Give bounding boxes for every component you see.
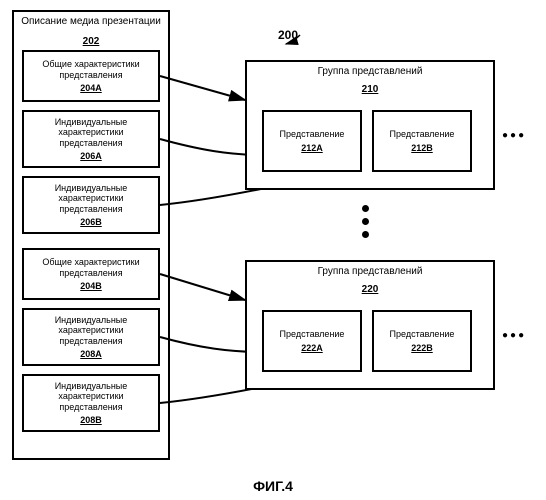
- characteristic-box: Индивидуальные характеристики представле…: [22, 110, 160, 168]
- group-title: Группа представлений: [247, 66, 493, 78]
- representation-ref: 222A: [301, 343, 323, 353]
- horizontal-ellipsis-icon: ●●●: [502, 130, 526, 141]
- characteristic-box: Общие характеристики представления 204B: [22, 248, 160, 300]
- figure-caption: ФИГ.4: [0, 478, 546, 494]
- group-title: Группа представлений: [247, 266, 493, 278]
- representation-box: Представление 222B: [372, 310, 472, 372]
- characteristic-label: Индивидуальные характеристики представле…: [27, 183, 155, 214]
- representation-ref: 212B: [411, 143, 433, 153]
- group-ref: 220: [247, 284, 493, 295]
- characteristic-box: Индивидуальные характеристики представле…: [22, 176, 160, 234]
- representation-label: Представление: [280, 129, 345, 139]
- characteristic-label: Индивидуальные характеристики представле…: [27, 381, 155, 412]
- characteristic-ref: 206B: [80, 217, 102, 227]
- characteristic-label: Индивидуальные характеристики представле…: [27, 315, 155, 346]
- characteristic-ref: 206A: [80, 151, 102, 161]
- vertical-ellipsis-icon: [362, 205, 369, 238]
- representation-ref: 222B: [411, 343, 433, 353]
- characteristic-ref: 204B: [80, 281, 102, 291]
- characteristic-ref: 204A: [80, 83, 102, 93]
- media-description-title: Описание медиа презентации: [14, 16, 168, 28]
- characteristic-label: Индивидуальные характеристики представле…: [27, 117, 155, 148]
- media-description-ref: 202: [14, 36, 168, 47]
- representation-ref: 212A: [301, 143, 323, 153]
- representation-box: Представление 222A: [262, 310, 362, 372]
- characteristic-label: Общие характеристики представления: [27, 59, 155, 80]
- representation-label: Представление: [390, 129, 455, 139]
- representation-box: Представление 212B: [372, 110, 472, 172]
- representation-label: Представление: [390, 329, 455, 339]
- group-ref: 210: [247, 84, 493, 95]
- characteristic-ref: 208A: [80, 349, 102, 359]
- characteristic-ref: 208B: [80, 415, 102, 425]
- representation-label: Представление: [280, 329, 345, 339]
- horizontal-ellipsis-icon: ●●●: [502, 330, 526, 341]
- representation-box: Представление 212A: [262, 110, 362, 172]
- characteristic-box: Индивидуальные характеристики представле…: [22, 374, 160, 432]
- characteristic-box: Общие характеристики представления 204A: [22, 50, 160, 102]
- figure-pointer-ref: 200: [278, 28, 298, 42]
- characteristic-box: Индивидуальные характеристики представле…: [22, 308, 160, 366]
- characteristic-label: Общие характеристики представления: [27, 257, 155, 278]
